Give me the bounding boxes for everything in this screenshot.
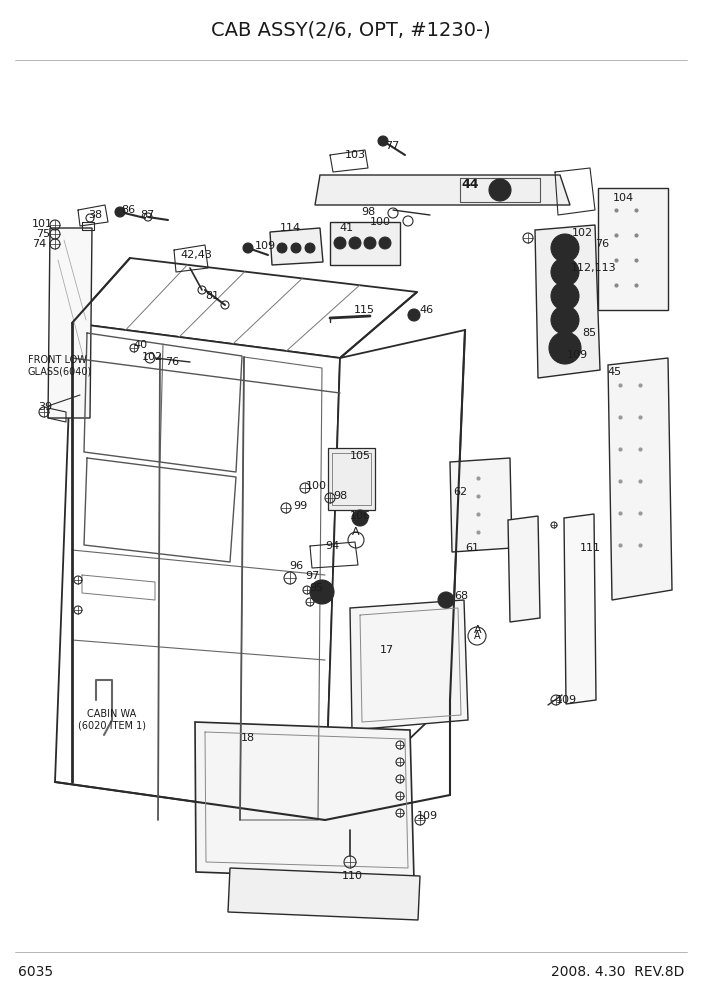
Text: 94: 94 <box>325 541 339 551</box>
Text: 41: 41 <box>340 223 354 233</box>
Text: 18: 18 <box>241 733 255 743</box>
Circle shape <box>352 510 368 526</box>
Polygon shape <box>330 222 400 265</box>
Text: CABIN WA
(6020 ITEM 1): CABIN WA (6020 ITEM 1) <box>78 709 146 731</box>
Circle shape <box>310 580 334 604</box>
Text: 68: 68 <box>454 591 468 601</box>
Circle shape <box>115 207 125 217</box>
Circle shape <box>489 179 511 201</box>
Text: 38: 38 <box>88 210 102 220</box>
Text: 110: 110 <box>341 871 362 881</box>
Circle shape <box>291 243 301 253</box>
Text: 102: 102 <box>571 228 592 238</box>
Text: 87: 87 <box>140 210 154 220</box>
Circle shape <box>551 282 579 310</box>
Circle shape <box>378 136 388 146</box>
Polygon shape <box>195 722 414 880</box>
Text: 46: 46 <box>420 305 434 315</box>
Text: 2008. 4.30  REV.8D: 2008. 4.30 REV.8D <box>550 965 684 979</box>
Text: 81: 81 <box>205 291 219 301</box>
Polygon shape <box>598 188 668 310</box>
Text: A: A <box>474 631 480 641</box>
Text: 62: 62 <box>453 487 467 497</box>
Text: 85: 85 <box>582 328 596 338</box>
Text: 104: 104 <box>612 193 634 203</box>
Text: 61: 61 <box>465 543 479 553</box>
Polygon shape <box>315 175 570 205</box>
Polygon shape <box>350 600 468 730</box>
Text: 111: 111 <box>579 543 600 553</box>
Text: A: A <box>474 625 482 635</box>
Text: 103: 103 <box>345 150 366 160</box>
Circle shape <box>305 243 315 253</box>
Polygon shape <box>608 358 672 600</box>
Circle shape <box>549 332 581 364</box>
Text: 96: 96 <box>289 561 303 571</box>
Circle shape <box>551 258 579 286</box>
Text: 44: 44 <box>461 179 479 191</box>
Polygon shape <box>325 330 465 820</box>
Text: 42,43: 42,43 <box>180 250 212 260</box>
Polygon shape <box>508 516 540 622</box>
Circle shape <box>364 237 376 249</box>
Polygon shape <box>328 448 375 510</box>
Text: CAB ASSY(2/6, OPT, #1230-): CAB ASSY(2/6, OPT, #1230-) <box>211 21 491 40</box>
Circle shape <box>243 243 253 253</box>
Circle shape <box>551 234 579 262</box>
Text: FRONT LOW
GLASS(6040): FRONT LOW GLASS(6040) <box>28 355 92 377</box>
Text: 114: 114 <box>279 223 300 233</box>
Text: 76: 76 <box>165 357 179 367</box>
Text: 105: 105 <box>350 451 371 461</box>
Polygon shape <box>270 228 323 265</box>
Text: 95: 95 <box>309 583 323 593</box>
Circle shape <box>334 237 346 249</box>
Circle shape <box>379 237 391 249</box>
Text: 98: 98 <box>361 207 375 217</box>
Text: 100: 100 <box>305 481 326 491</box>
Text: 77: 77 <box>385 141 399 151</box>
Polygon shape <box>535 225 600 378</box>
Text: 74: 74 <box>32 239 46 249</box>
Polygon shape <box>228 868 420 920</box>
Text: A: A <box>352 527 360 537</box>
Text: 45: 45 <box>607 367 621 377</box>
Polygon shape <box>55 323 340 820</box>
Text: 6035: 6035 <box>18 965 53 979</box>
Text: 109: 109 <box>254 241 276 251</box>
Circle shape <box>551 306 579 334</box>
Polygon shape <box>48 228 92 418</box>
Text: 75: 75 <box>36 229 50 239</box>
Text: 17: 17 <box>380 645 394 655</box>
Polygon shape <box>72 258 417 358</box>
Circle shape <box>442 596 450 604</box>
Text: 76: 76 <box>595 239 609 249</box>
Circle shape <box>408 309 420 321</box>
Text: 109: 109 <box>555 695 576 705</box>
Circle shape <box>438 592 454 608</box>
Text: 109: 109 <box>567 350 588 360</box>
Text: 99: 99 <box>293 501 307 511</box>
Text: 97: 97 <box>305 571 319 581</box>
Circle shape <box>349 237 361 249</box>
Text: 102: 102 <box>141 352 163 362</box>
Polygon shape <box>450 458 512 552</box>
Text: 101: 101 <box>32 219 53 229</box>
Text: 40: 40 <box>133 340 147 350</box>
Text: 115: 115 <box>354 305 374 315</box>
Text: 86: 86 <box>121 205 135 215</box>
Text: 106: 106 <box>350 511 371 521</box>
Text: 112,113: 112,113 <box>571 263 617 273</box>
Text: 109: 109 <box>416 811 437 821</box>
Text: 39: 39 <box>38 402 52 412</box>
Circle shape <box>277 243 287 253</box>
Text: 100: 100 <box>369 217 390 227</box>
Polygon shape <box>564 514 596 704</box>
Text: 98: 98 <box>333 491 347 501</box>
